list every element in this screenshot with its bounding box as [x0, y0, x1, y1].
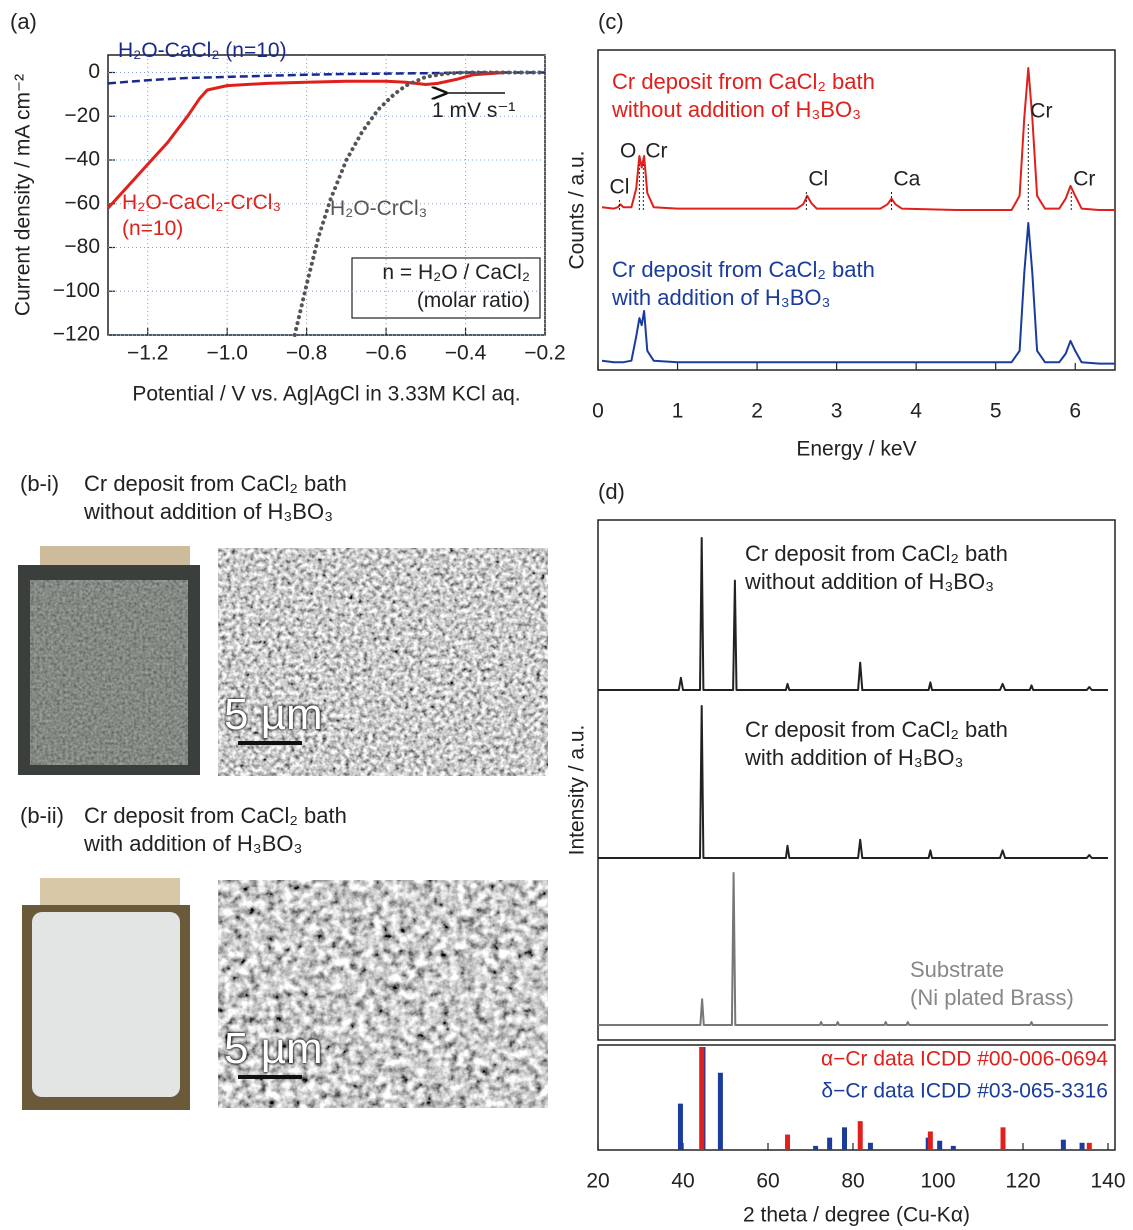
- series-label: Cr deposit from CaCl₂ bath without addit…: [745, 541, 1008, 594]
- plot-frame: [597, 519, 1116, 1041]
- panel-label: (c): [598, 9, 624, 34]
- panel-label: (a): [10, 9, 37, 34]
- data-line: [598, 537, 1108, 691]
- reference-peak: [950, 1145, 956, 1150]
- x-tick-label: 5: [990, 400, 1002, 423]
- reference-peak: [699, 1047, 705, 1150]
- reference-peak: [677, 1103, 683, 1150]
- y-axis-label: Intensity / a.u.: [566, 725, 589, 856]
- series-label: Cr deposit from CaCl₂ bath without addit…: [612, 69, 875, 122]
- photo-deposit: [32, 912, 180, 1097]
- series-label: H₂O-CaCl₂ (n=10): [118, 39, 287, 62]
- reference-peak: [867, 1142, 873, 1150]
- peak-label: Cr: [1030, 100, 1052, 123]
- y-tick-label: −100: [53, 279, 100, 302]
- x-tick-label: −0.6: [365, 342, 406, 365]
- scale-label: 5 µm: [224, 690, 323, 739]
- series-label: Substrate (Ni plated Brass): [910, 957, 1074, 1010]
- y-tick-label: −40: [64, 148, 100, 171]
- reference-peak: [1000, 1127, 1006, 1150]
- x-tick-label: 0: [592, 400, 604, 423]
- reference-peak: [827, 1137, 833, 1150]
- data-line: [598, 705, 1108, 859]
- x-tick-label: −1.2: [127, 342, 168, 365]
- x-tick-label: −0.8: [286, 342, 327, 365]
- x-tick-label: 1: [672, 400, 684, 423]
- reference-peak: [1060, 1139, 1066, 1150]
- x-tick-label: 60: [756, 1170, 779, 1193]
- sem-image: [218, 880, 548, 1108]
- x-tick-label: 120: [1005, 1170, 1040, 1193]
- reference-peak: [842, 1127, 847, 1150]
- x-tick-label: −0.2: [524, 342, 565, 365]
- annotation: n = H₂O / CaCl₂: [382, 261, 530, 284]
- x-tick-label: 100: [920, 1170, 955, 1193]
- photo-caption: Cr deposit from CaCl₂ bath without addit…: [84, 471, 347, 524]
- reference-peak: [1086, 1142, 1092, 1150]
- plot-frame: [597, 1044, 1116, 1151]
- reference-peak: [857, 1121, 863, 1150]
- peak-label: Cr: [645, 140, 667, 163]
- reference-peak: [813, 1145, 819, 1150]
- y-tick-label: −20: [64, 104, 100, 127]
- x-axis-label: Potential / V vs. Ag|AgCl in 3.33M KCl a…: [132, 383, 520, 406]
- y-tick-label: −80: [64, 235, 100, 258]
- x-tick-label: −0.4: [445, 342, 487, 365]
- y-tick-label: −60: [64, 191, 100, 214]
- x-tick-label: 4: [910, 400, 922, 423]
- y-axis-label: Current density / mA cm⁻²: [12, 74, 35, 316]
- peak-label: Cl: [610, 176, 630, 199]
- reference-peak: [1079, 1142, 1085, 1150]
- peak-label: Cl: [808, 168, 828, 191]
- panel-label: (b-i): [20, 471, 60, 496]
- sem-image: [218, 548, 548, 776]
- peak-label: Cr: [1073, 168, 1095, 191]
- x-tick-label: 80: [841, 1170, 864, 1193]
- x-axis-label: Energy / keV: [796, 438, 916, 461]
- x-tick-label: 2: [751, 400, 763, 423]
- y-tick-label: −120: [53, 323, 100, 346]
- x-tick-label: −1.0: [206, 342, 247, 365]
- x-tick-label: 140: [1090, 1170, 1125, 1193]
- scale-label: 5 µm: [224, 1024, 323, 1073]
- photo-caption: Cr deposit from CaCl₂ bath with addition…: [84, 803, 347, 856]
- reference-peak: [927, 1131, 933, 1150]
- photo-deposit: [30, 580, 188, 765]
- peak-label: Ca: [893, 168, 920, 191]
- x-tick-label: 6: [1069, 400, 1081, 423]
- reference-peak: [717, 1072, 723, 1150]
- panel-label: (d): [598, 479, 625, 504]
- panel-label: (b-ii): [20, 803, 64, 828]
- x-tick-label: 40: [671, 1170, 694, 1193]
- x-axis-label: 2 theta / degree (Cu-Kα): [743, 1204, 970, 1227]
- peak-label: O: [620, 140, 636, 163]
- data-line: [598, 872, 1108, 1026]
- reference-peak: [785, 1134, 791, 1150]
- annotation: (molar ratio): [416, 289, 530, 312]
- reference-peak: [937, 1140, 943, 1150]
- series-label: H₂O-CaCl₂-CrCl₃ (n=10): [122, 191, 282, 241]
- y-axis-label: Counts / a.u.: [566, 150, 589, 269]
- series-label: Cr deposit from CaCl₂ bath with addition…: [745, 717, 1008, 770]
- x-tick-label: 3: [831, 400, 843, 423]
- note-box: [351, 257, 541, 319]
- x-tick-label: 20: [586, 1170, 609, 1193]
- series-label: Cr deposit from CaCl₂ bath with addition…: [612, 257, 875, 310]
- data-line: [601, 222, 1115, 365]
- legend-label: δ−Cr data ICDD #03-065-3316: [821, 1080, 1108, 1103]
- series-label: H₂O-CrCl₃: [330, 197, 428, 220]
- data-line: [106, 71, 506, 210]
- data-line: [601, 67, 1115, 211]
- y-tick-label: 0: [88, 60, 100, 83]
- annotation: 1 mV s⁻¹: [432, 99, 516, 122]
- legend-label: α−Cr data ICDD #00-006-0694: [821, 1048, 1108, 1071]
